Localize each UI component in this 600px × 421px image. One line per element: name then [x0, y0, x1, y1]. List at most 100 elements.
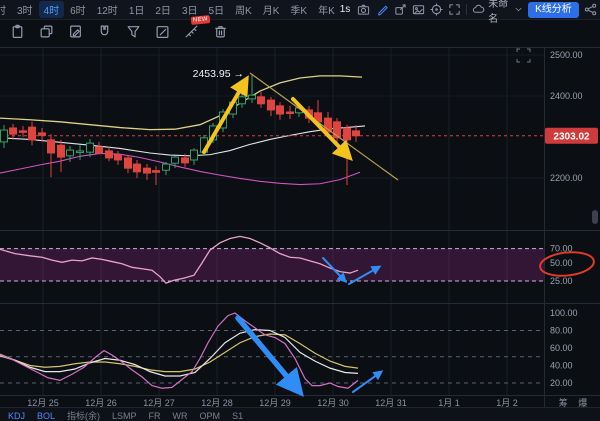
indicator-tab[interactable]: S1 — [232, 411, 244, 421]
workspace-name: 未命名 — [488, 0, 509, 25]
timeframe-tab[interactable]: 季K — [290, 6, 308, 17]
red-circle-annotation[interactable] — [539, 250, 595, 279]
candle-body — [171, 156, 179, 164]
pane-expand-icon[interactable] — [516, 48, 531, 63]
timeframe-tab[interactable]: 年K — [318, 6, 335, 17]
indicator-tab[interactable]: WR — [172, 411, 188, 421]
box-arrow-icon[interactable] — [394, 2, 407, 17]
trash-icon[interactable] — [211, 22, 229, 40]
scrollbar-thumb[interactable] — [592, 210, 598, 224]
clipboard-icon[interactable] — [8, 22, 26, 40]
candle-body — [114, 154, 122, 161]
candle-body — [124, 157, 132, 169]
timeframe-tab[interactable]: 12时 — [96, 6, 118, 17]
indicator-tabs-bar: KDJ BOL 指标(余) LSMP FR WR OPM S1 — [0, 407, 600, 421]
box-edit-icon[interactable] — [153, 22, 171, 40]
candle-body — [38, 132, 46, 136]
doc-edit-icon[interactable] — [66, 22, 84, 40]
candle-body — [190, 149, 198, 161]
time-axis-label: 12月 30 — [317, 398, 349, 408]
candle-body — [19, 130, 27, 133]
arrow-drawing[interactable] — [352, 370, 384, 393]
rsi-axis-label: 70.00 — [550, 244, 573, 254]
timeframe-tab[interactable]: 6时 — [70, 6, 86, 17]
drawing-toolbar: NEW — [8, 15, 229, 40]
bollinger-upper-band — [0, 75, 363, 131]
candle-body — [95, 146, 103, 154]
arrow-drawing[interactable] — [322, 257, 347, 284]
candle-body — [9, 127, 17, 135]
measure-icon[interactable]: NEW — [182, 15, 211, 40]
candle-body — [276, 105, 284, 115]
funnel-icon[interactable] — [124, 22, 142, 40]
timeframe-tab[interactable]: 时 — [0, 6, 6, 17]
peak-price-annotation[interactable]: 2453.95 → — [193, 68, 244, 80]
timeframe-tab[interactable]: 4时 — [38, 1, 65, 18]
toolbar-right-cluster: 1s 未命名 K线分析 — [340, 0, 600, 25]
fullscreen-icon[interactable] — [448, 2, 461, 17]
indicator-tab[interactable]: KDJ — [8, 411, 26, 421]
candle-body — [333, 121, 341, 139]
time-axis-label: 12月 29 — [259, 398, 291, 408]
candle-body — [143, 167, 151, 174]
timeframe-tab[interactable]: 3时 — [17, 6, 33, 17]
candle-body — [324, 117, 332, 133]
kdj-j-line — [0, 312, 359, 389]
timeframe-tab[interactable]: 2日 — [155, 6, 171, 17]
candle-body — [133, 163, 141, 173]
candle-body — [267, 99, 275, 111]
camera-icon[interactable] — [357, 2, 370, 17]
candle-body — [286, 111, 294, 114]
indicator-tab[interactable]: FR — [148, 411, 161, 421]
rsi-axis-label: 50.00 — [550, 258, 573, 268]
price-axis-label: 2500.00 — [550, 50, 583, 60]
bollinger-middle-band — [0, 125, 366, 157]
kdj-axis-label: 100.00 — [550, 308, 578, 318]
arrow-drawing[interactable] — [291, 97, 353, 162]
target-icon[interactable] — [430, 2, 443, 17]
indicator-tab[interactable]: 指标(余) — [67, 411, 101, 421]
time-axis-label: 1月 1 — [438, 398, 460, 408]
timeframe-tab[interactable]: 5日 — [208, 6, 225, 17]
kline-analysis-button[interactable]: K线分析 — [528, 1, 579, 18]
time-axis-label: 12月 27 — [143, 398, 175, 408]
copy-icon[interactable] — [37, 22, 55, 40]
candle-body — [257, 96, 265, 105]
timeframe-tab[interactable]: 周K — [235, 6, 252, 17]
arrow-drawing[interactable] — [235, 315, 304, 397]
kdj-d-line — [0, 333, 359, 373]
pencil-icon[interactable] — [375, 2, 388, 17]
rsi-line — [0, 235, 359, 284]
indicator-tab[interactable]: LSMP — [112, 411, 137, 421]
candle-body — [105, 150, 113, 159]
magnet-icon[interactable] — [95, 22, 113, 40]
cloud-icon — [472, 2, 485, 17]
timeframe-tab[interactable]: 月K — [262, 6, 280, 17]
interval-badge[interactable]: 1s — [339, 4, 351, 15]
arrow-drawing[interactable] — [348, 265, 382, 285]
indicator-tab[interactable]: BOL — [37, 411, 56, 421]
timeframe-tab[interactable]: 1日 — [128, 6, 145, 17]
candle-body — [343, 127, 351, 141]
time-axis-label: 1月 2 — [496, 398, 518, 408]
time-axis-label: 12月 26 — [85, 398, 117, 408]
top-toolbar: 时 3时 4时 6时 12时 1日 2日 3日 5日 周K 月K 季K 年K 1s 未命名 K线分析 — [0, 0, 600, 25]
candle-body — [181, 157, 189, 164]
arrow-drawing[interactable] — [202, 75, 249, 154]
candle-body — [0, 129, 8, 143]
share-icon[interactable] — [584, 2, 597, 17]
timeframe-tab[interactable]: 3日 — [181, 6, 198, 17]
image-icon[interactable] — [412, 2, 425, 17]
time-axis-right-label[interactable]: 筹 爆 — [559, 397, 592, 408]
timeframe-tabs: 时 3时 4时 6时 12时 1日 2日 3日 5日 周K 月K 季K 年K — [0, 1, 340, 18]
time-axis-label: 12月 28 — [201, 398, 233, 408]
candle-body — [86, 142, 94, 153]
indicator-tab[interactable]: OPM — [199, 411, 221, 421]
candle-body — [66, 149, 74, 157]
kdj-axis-label: 40.00 — [550, 361, 573, 371]
trendline-drawing[interactable] — [249, 72, 399, 181]
workspace-selector[interactable]: 未命名 — [472, 0, 523, 25]
candle-body — [152, 170, 160, 173]
